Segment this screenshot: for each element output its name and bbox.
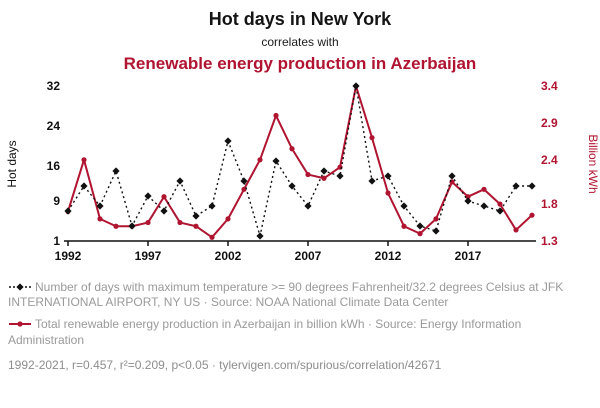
- chart-area: Hot days Billion kWh 1992 1997 2002 2007 201…: [0, 76, 600, 276]
- dual-axis-line-chart: Hot days Billion kWh 1992 1997 2002 2007 201…: [5, 79, 600, 263]
- svg-text:2007: 2007: [295, 249, 322, 263]
- svg-text:3.4: 3.4: [541, 79, 558, 93]
- svg-text:2.4: 2.4: [541, 152, 558, 166]
- legend-entry-renewable-text: Total renewable energy production in Aze…: [8, 317, 522, 347]
- right-axis-title: Billion kWh: [586, 134, 600, 193]
- chart-title-secondary: Renewable energy production in Azerbaija…: [123, 53, 477, 73]
- plot-region: 1992 1997 2002 2007 2012 2017 1 9 16 24 32 1.3 1.8 2.…: [47, 79, 558, 263]
- chart-title: Hot days in New York: [208, 9, 392, 29]
- svg-text:1.3: 1.3: [541, 234, 558, 248]
- legend-entry-renewable: Total renewable energy production in Aze…: [8, 317, 586, 348]
- svg-text:2002: 2002: [215, 249, 242, 263]
- chart-header: Hot days in New York correlates with Ren…: [0, 0, 600, 74]
- svg-text:32: 32: [47, 79, 61, 93]
- svg-text:2012: 2012: [375, 249, 402, 263]
- svg-text:16: 16: [47, 159, 61, 173]
- svg-text:2.9: 2.9: [541, 115, 558, 129]
- svg-text:1: 1: [53, 234, 60, 248]
- left-axis-title: Hot days: [5, 140, 19, 187]
- legend-entry-hot-days: Number of days with maximum temperature …: [8, 280, 586, 311]
- chart-subtitle: correlates with: [261, 34, 339, 49]
- dotted-diamond-series-icon: [8, 282, 32, 292]
- svg-text:9: 9: [53, 194, 60, 208]
- svg-text:24: 24: [47, 119, 61, 133]
- svg-text:2017: 2017: [455, 249, 482, 263]
- legend-captions: Number of days with maximum temperature …: [8, 280, 586, 348]
- svg-text:1997: 1997: [135, 249, 162, 263]
- svg-text:1.8: 1.8: [541, 197, 558, 211]
- legend-entry-hot-days-text: Number of days with maximum temperature …: [8, 279, 564, 309]
- svg-text:1992: 1992: [55, 249, 82, 263]
- stats-and-source-line: 1992-2021, r=0.457, r²=0.209, p<0.05 · t…: [8, 358, 442, 372]
- solid-dot-series-icon: [8, 319, 32, 329]
